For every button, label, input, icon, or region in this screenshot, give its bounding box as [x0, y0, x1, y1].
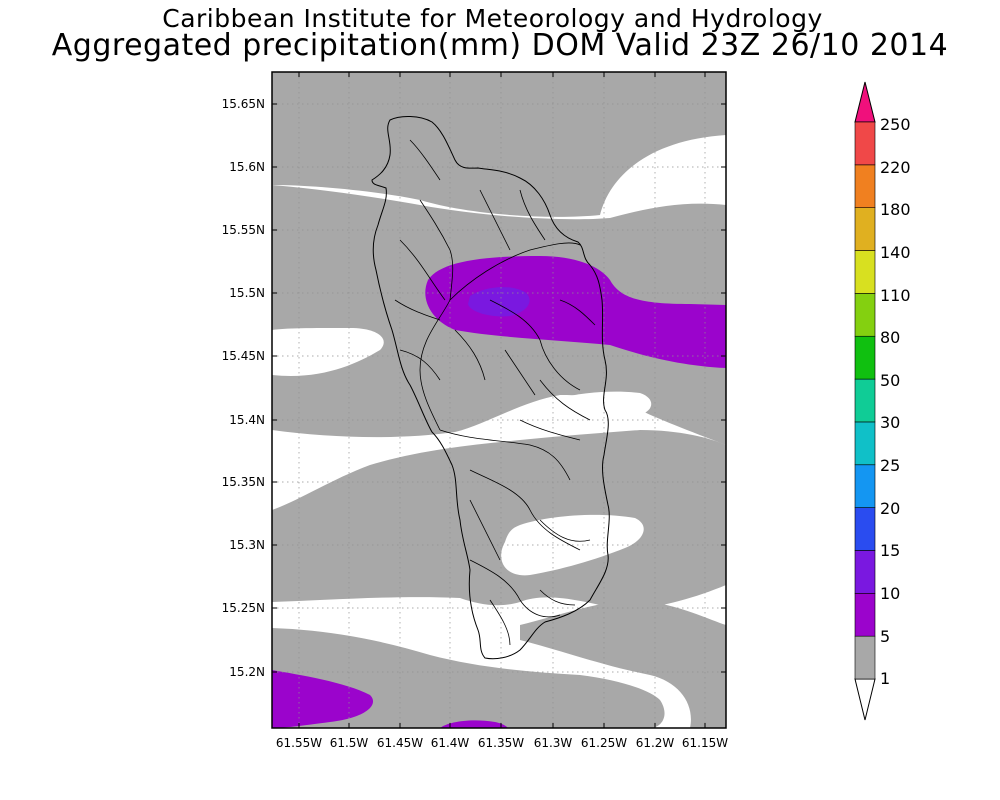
island-rivers [394, 139, 596, 646]
colorbar-segment [854, 164, 876, 209]
lon-label: 61.25W [581, 736, 627, 750]
colorbar-segment [854, 593, 876, 637]
lon-label: 61.2W [636, 736, 675, 750]
grey-band-right-lower [520, 599, 726, 728]
violet-core [468, 287, 530, 317]
plot-frame [271, 71, 727, 729]
colorbar-label: 10 [880, 584, 900, 603]
lon-label: 61.4W [431, 736, 470, 750]
lat-label: 15.45N [222, 349, 265, 363]
lon-tick-labels: 61.55W 61.5W 61.45W 61.4W 61.35W 61.3W 6… [276, 736, 728, 750]
colorbar-label: 25 [880, 456, 900, 475]
lon-label: 61.45W [377, 736, 423, 750]
colorbar-label: 80 [880, 328, 900, 347]
grey-band-middle-2 [272, 430, 726, 610]
white-blob-east [548, 391, 652, 420]
lat-label: 15.3N [229, 538, 265, 552]
colorbar-label: 110 [880, 286, 911, 305]
colorbar-label: 5 [880, 627, 890, 646]
lat-label: 15.4N [229, 413, 265, 427]
colorbar-segments [854, 121, 876, 680]
colorbar-label: 20 [880, 499, 900, 518]
lat-label: 15.2N [229, 665, 265, 679]
colorbar-label: 140 [880, 243, 911, 262]
lon-label: 61.55W [276, 736, 322, 750]
colorbar-segment [854, 335, 876, 380]
precip-field [272, 72, 726, 728]
colorbar-segment [854, 635, 876, 680]
lon-label: 61.15W [682, 736, 728, 750]
gridlines [272, 72, 726, 728]
lat-tick-marks [272, 103, 726, 673]
lat-label: 15.65N [222, 97, 265, 111]
island-outline [371, 116, 610, 660]
colorbar-label: 1 [880, 669, 890, 688]
colorbar-label: 50 [880, 371, 900, 390]
lon-label: 61.3W [534, 736, 573, 750]
colorbar-bottom-triangle [854, 678, 876, 721]
lon-label: 61.5W [330, 736, 369, 750]
colorbar-segment [854, 121, 876, 166]
island-dominica [371, 116, 610, 660]
colorbar: 1 5 10 15 20 25 30 50 80 110 140 180 220… [854, 81, 911, 721]
purple-area-south-edge [440, 720, 508, 728]
colorbar-segment [854, 378, 876, 423]
title-line-1: Caribbean Institute for Meteorology and … [162, 4, 823, 33]
colorbar-label: 250 [880, 115, 911, 134]
lat-label: 15.25N [222, 601, 265, 615]
lat-label: 15.6N [229, 160, 265, 174]
lat-label: 15.55N [222, 223, 265, 237]
colorbar-label: 180 [880, 200, 911, 219]
grey-blob-top [491, 102, 599, 150]
colorbar-label: 220 [880, 158, 911, 177]
colorbar-label: 15 [880, 541, 900, 560]
colorbar-label: 30 [880, 413, 900, 432]
lat-label: 15.5N [229, 286, 265, 300]
purple-area-central [425, 256, 726, 368]
grey-band-top [272, 72, 726, 217]
title-line-2: Aggregated precipitation(mm) DOM Valid 2… [51, 28, 949, 63]
colorbar-top-triangle [854, 81, 876, 123]
colorbar-segment [854, 464, 876, 508]
lat-label: 15.35N [222, 475, 265, 489]
colorbar-segment [854, 507, 876, 551]
colorbar-segment [854, 207, 876, 251]
purple-area-southwest [272, 670, 374, 728]
colorbar-segment [854, 293, 876, 337]
lat-tick-labels: 15.65N 15.6N 15.55N 15.5N 15.45N 15.4N 1… [222, 97, 265, 679]
colorbar-segment [854, 550, 876, 594]
lon-label: 61.35W [478, 736, 524, 750]
colorbar-segment [854, 421, 876, 466]
lon-tick-marks [298, 72, 706, 728]
colorbar-segment [854, 250, 876, 294]
